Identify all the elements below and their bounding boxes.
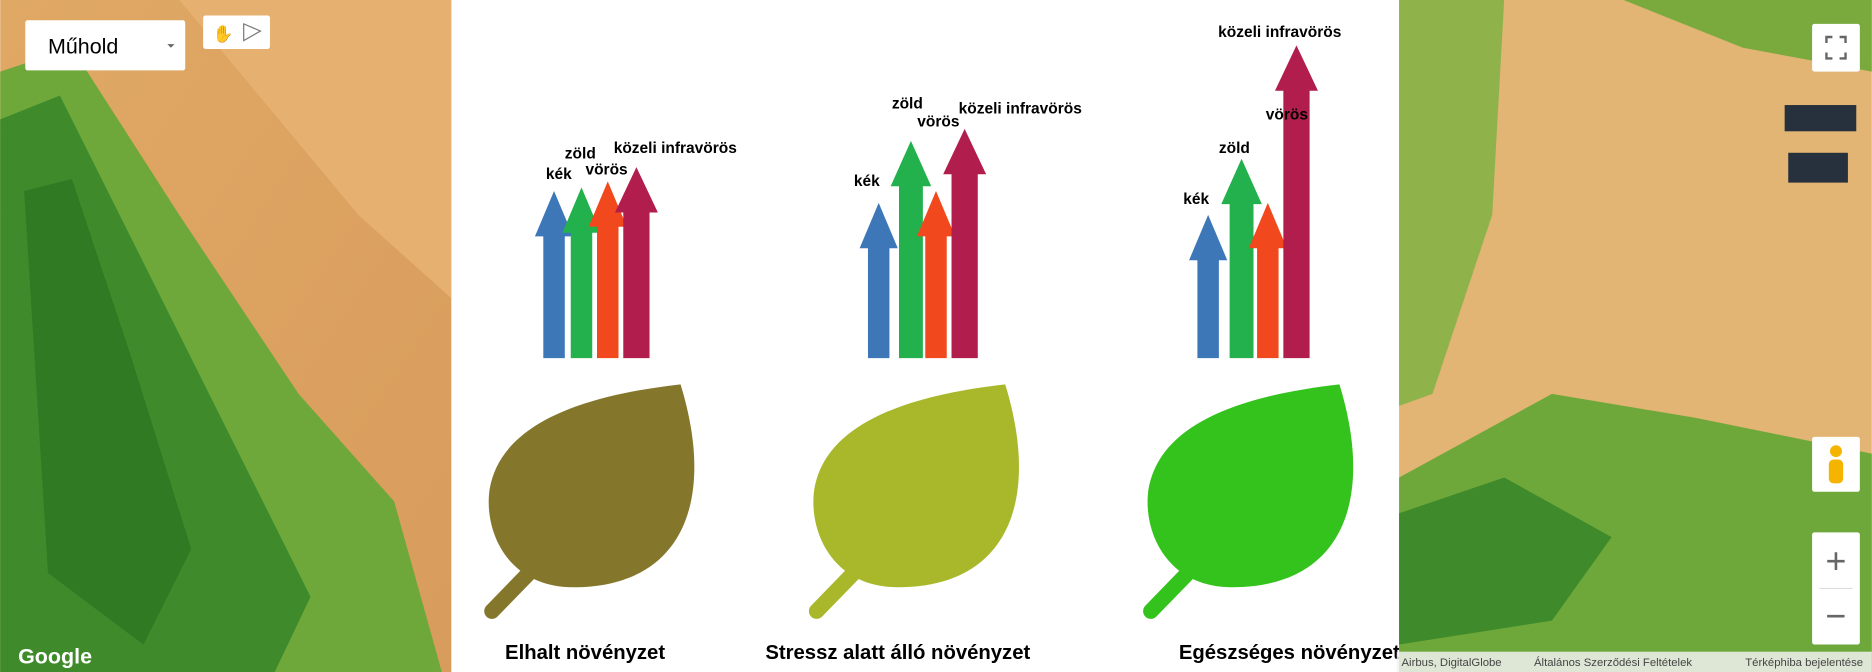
screen: Műhold ✋ Google kékzöldvörösközeli infra… bbox=[0, 0, 1872, 672]
arrow-label: kék bbox=[854, 173, 880, 190]
arrow-label: kék bbox=[1183, 191, 1209, 208]
zoom-in[interactable]: + bbox=[1826, 541, 1847, 581]
caption: Stressz alatt álló növényzet bbox=[765, 642, 1030, 664]
attribution-text: Airbus, DigitalGlobe bbox=[1402, 657, 1502, 669]
arrow-label: vörös bbox=[917, 114, 959, 131]
zoom-out[interactable]: − bbox=[1826, 596, 1847, 636]
pegman-head bbox=[1830, 445, 1842, 457]
caption: Elhalt növényzet bbox=[505, 642, 665, 664]
map-type-dropdown[interactable]: Műhold bbox=[25, 20, 185, 70]
left-map[interactable] bbox=[0, 0, 451, 672]
page: Műhold ✋ Google kékzöldvörösközeli infra… bbox=[0, 0, 1872, 672]
arrow-label: zöld bbox=[565, 146, 596, 163]
terms-link[interactable]: Általános Szerződési Feltételek bbox=[1534, 656, 1692, 669]
report-link[interactable]: Térképhiba bejelentése bbox=[1745, 657, 1863, 669]
hand-tool[interactable]: ✋ bbox=[213, 23, 234, 43]
building bbox=[1785, 105, 1857, 131]
arrow-label: közeli infravörös bbox=[1218, 24, 1341, 41]
pegman-body bbox=[1829, 460, 1843, 484]
google-logo: Google bbox=[18, 645, 92, 669]
arrow-label: kék bbox=[546, 166, 572, 183]
dropdown-label: Műhold bbox=[48, 35, 118, 59]
arrow-label: zöld bbox=[892, 96, 923, 113]
right-map[interactable] bbox=[1399, 0, 1872, 672]
arrow-label: zöld bbox=[1219, 140, 1250, 157]
arrow-label: vörös bbox=[1266, 106, 1308, 123]
caption: Egészséges növényzet bbox=[1179, 642, 1400, 664]
building bbox=[1788, 153, 1848, 183]
arrow-label: közeli infravörös bbox=[614, 140, 737, 157]
arrow-label: közeli infravörös bbox=[959, 100, 1082, 117]
fullscreen-button[interactable] bbox=[1812, 24, 1860, 72]
arrow-label: vörös bbox=[585, 161, 627, 178]
